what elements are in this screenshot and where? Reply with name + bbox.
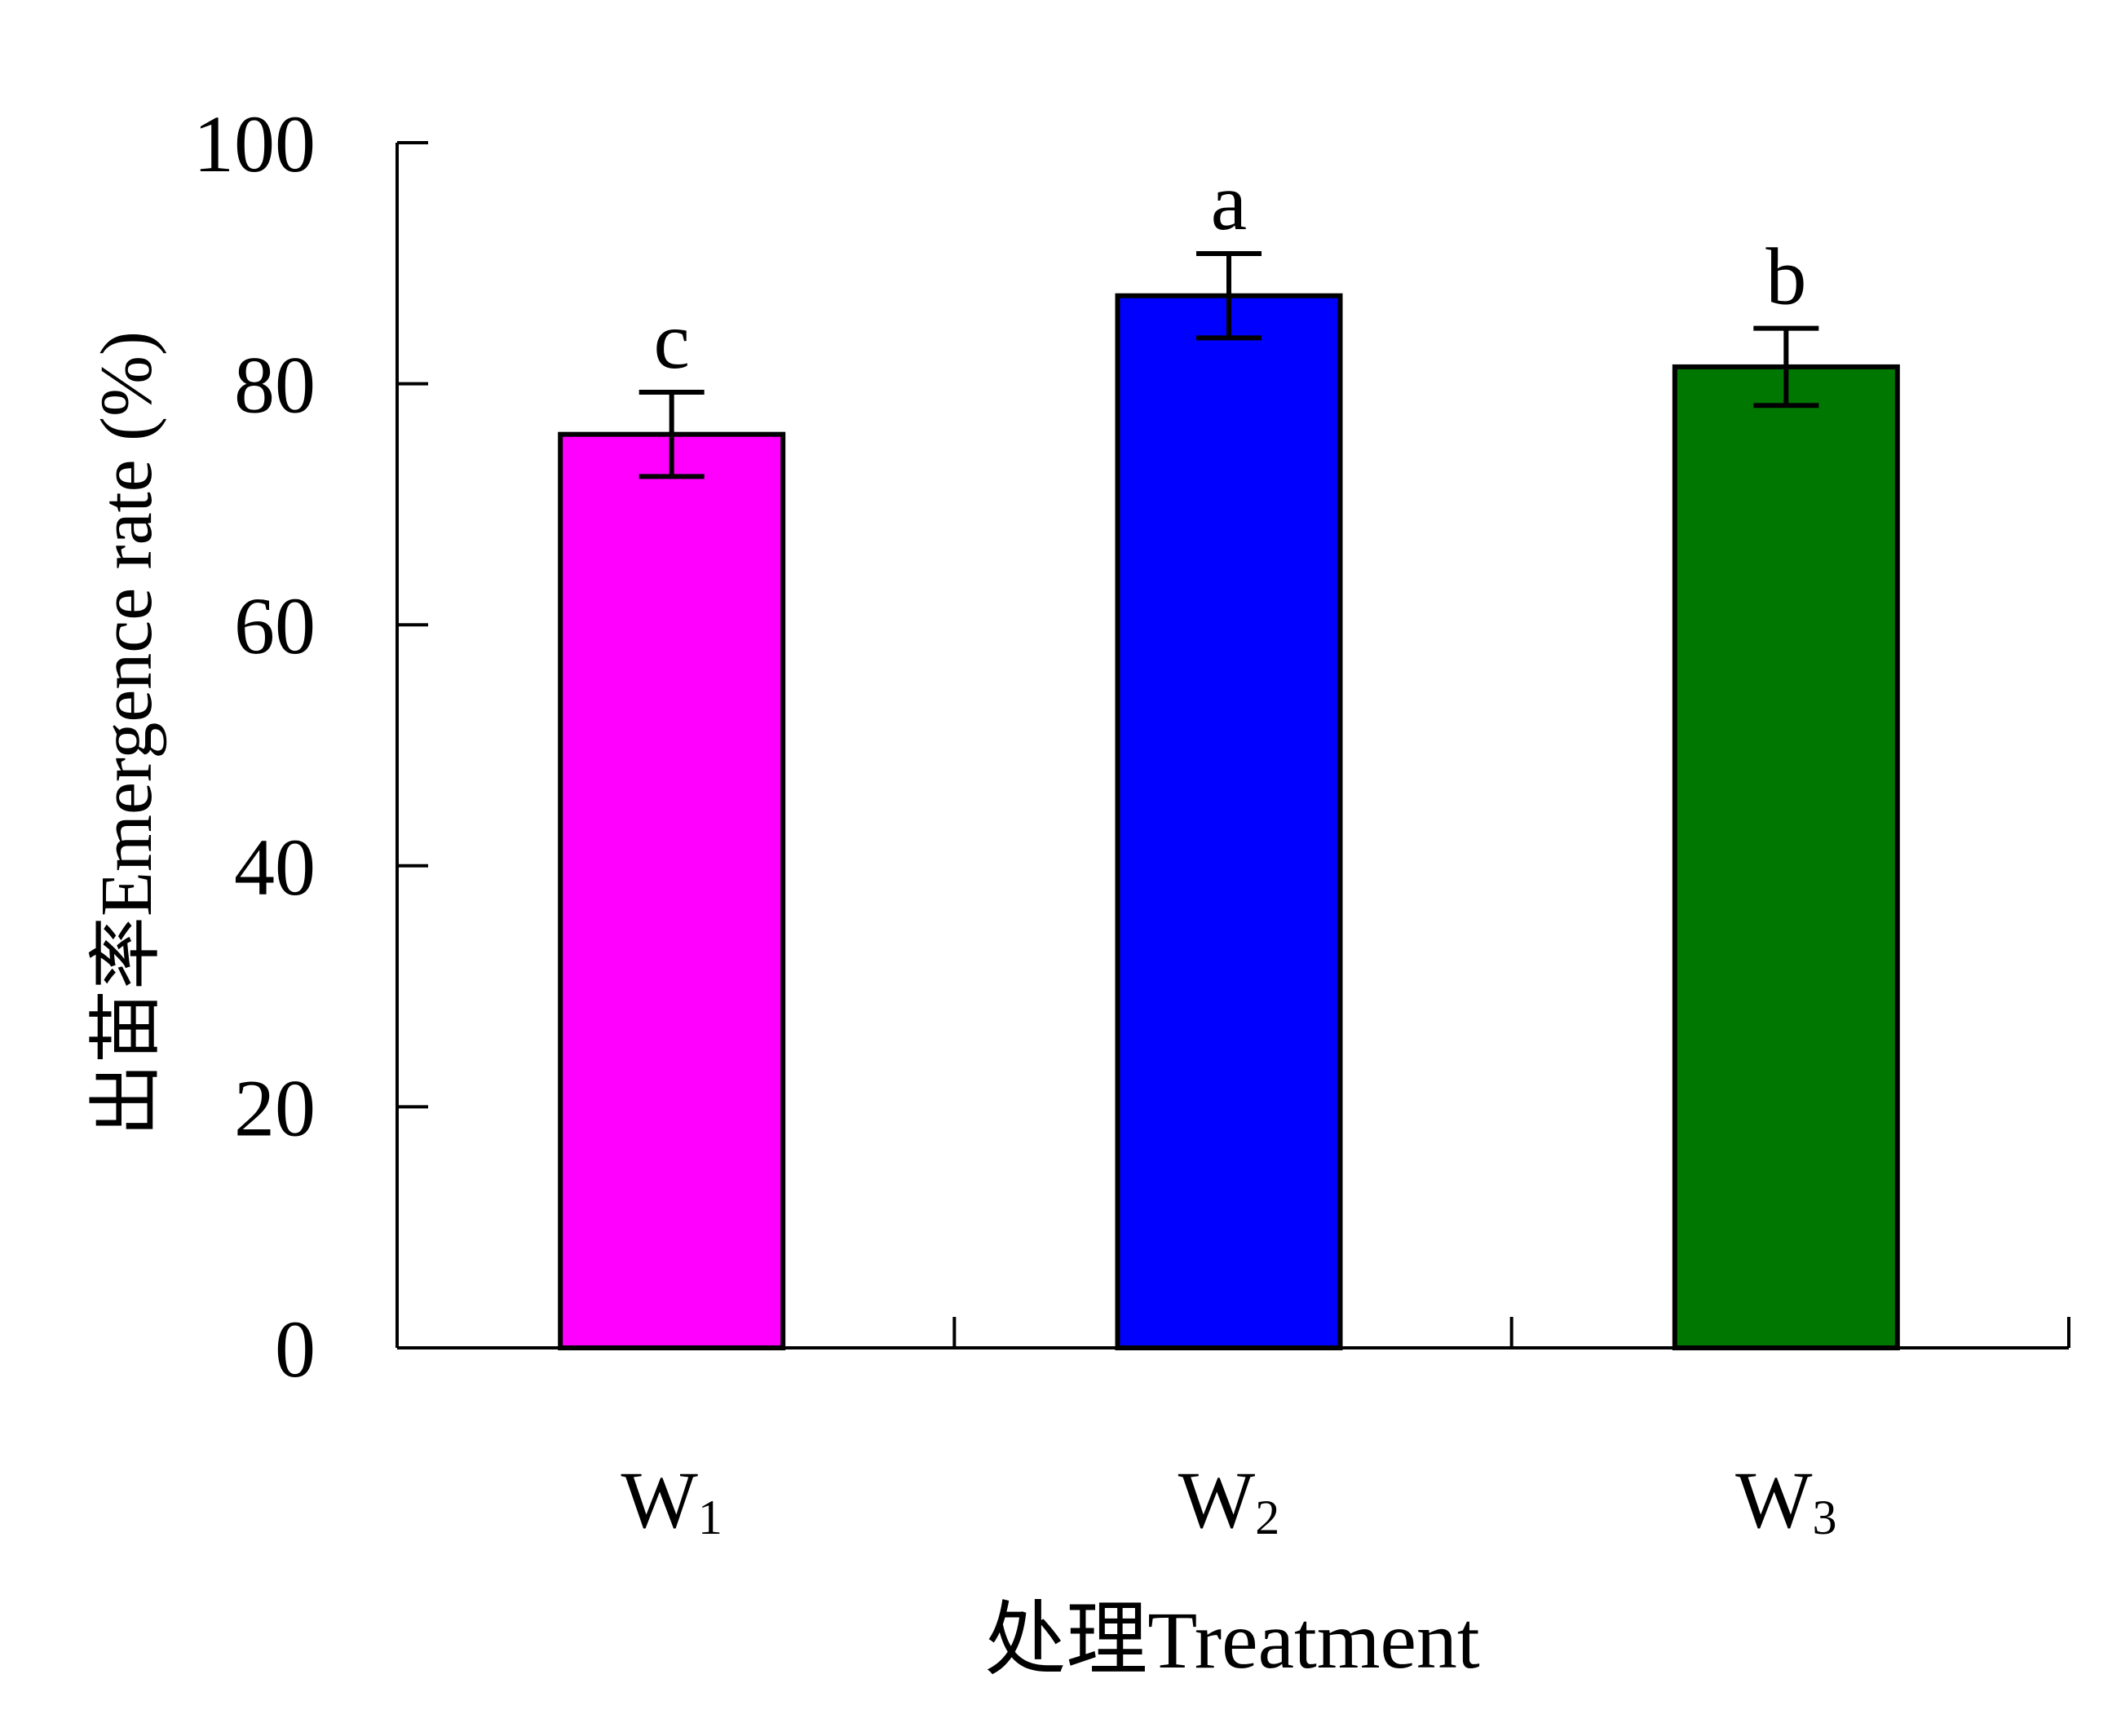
x-axis-label: 处理Treatment [984, 1595, 1480, 1685]
significance-letter: a [1211, 157, 1247, 247]
y-tick-label: 0 [275, 1304, 316, 1394]
x-tick-label: W3 [1735, 1455, 1836, 1545]
x-tick-label: W1 [621, 1455, 722, 1545]
y-axis-label: 出苗率Emergence rate (%) [86, 331, 167, 1137]
y-tick-label: 100 [193, 99, 316, 189]
y-tick-label: 80 [234, 340, 316, 431]
y-tick-label: 20 [234, 1062, 316, 1153]
significance-letter: b [1765, 232, 1806, 322]
x-tick-label: W2 [1178, 1455, 1279, 1545]
bar-W3 [1672, 364, 1900, 1351]
y-tick-label: 60 [234, 581, 316, 671]
bar-W2 [1115, 293, 1343, 1350]
bar-W1 [558, 431, 786, 1350]
y-tick-label: 40 [234, 822, 316, 912]
significance-letter: c [653, 295, 689, 386]
